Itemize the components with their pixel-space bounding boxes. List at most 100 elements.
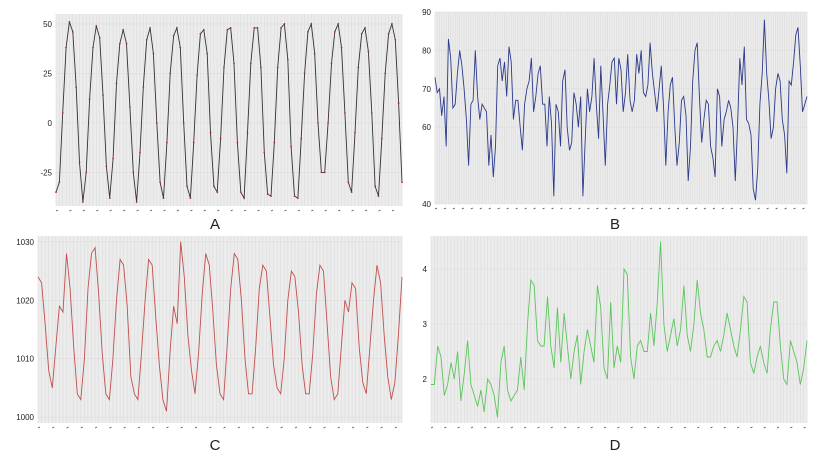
data-point	[189, 197, 192, 199]
data-point	[377, 195, 380, 198]
chart-panel-a: 50 25 0 -25	[28, 10, 408, 220]
data-point	[118, 42, 121, 45]
data-point	[179, 46, 182, 49]
data-point	[142, 86, 145, 89]
x-tick-mark	[537, 426, 540, 429]
x-tick-mark	[69, 209, 72, 212]
x-tick-mark	[217, 209, 220, 212]
data-point	[223, 66, 225, 69]
data-point	[374, 185, 377, 188]
data-point	[283, 22, 286, 25]
data-point	[226, 28, 229, 31]
plot-area	[431, 236, 807, 423]
y-tick-label: 1000	[16, 413, 34, 422]
data-point	[293, 195, 296, 198]
data-point	[98, 36, 101, 39]
panel-label-c: C	[209, 437, 221, 454]
x-tick-mark	[523, 426, 527, 429]
data-point	[155, 121, 158, 124]
x-tick-mark	[152, 426, 155, 429]
x-ticks	[430, 426, 806, 429]
data-point	[219, 137, 222, 140]
y-tick-label: 1020	[16, 296, 34, 305]
x-tick-mark	[94, 426, 98, 429]
data-point	[397, 102, 400, 104]
data-point	[182, 121, 185, 124]
data-point	[85, 171, 88, 174]
y-tick-label: 40	[422, 200, 431, 209]
data-point	[71, 30, 74, 33]
data-point	[370, 112, 373, 114]
data-point	[233, 62, 235, 65]
x-tick-mark	[563, 426, 567, 429]
x-tick-mark	[730, 207, 733, 210]
y-tick-label: 90	[422, 8, 431, 17]
y-tick-label: 70	[422, 85, 431, 94]
x-tick-mark	[294, 426, 298, 429]
x-tick-mark	[590, 426, 593, 429]
x-tick-mark	[533, 207, 536, 210]
data-point	[236, 141, 239, 144]
x-tick-mark	[284, 209, 287, 212]
x-tick-mark	[266, 426, 269, 429]
data-point	[202, 28, 205, 31]
data-point	[199, 32, 202, 35]
data-point	[260, 66, 262, 69]
x-tick-mark	[657, 426, 660, 429]
x-tick-mark	[461, 207, 465, 210]
x-tick-mark	[524, 207, 527, 210]
x-tick-mark	[394, 426, 398, 429]
data-point	[296, 197, 299, 199]
y-tick-label: 2	[423, 375, 428, 384]
grid-lines	[434, 11, 808, 205]
data-point	[149, 26, 151, 29]
x-tick-mark	[280, 426, 283, 429]
x-tick-mark	[470, 207, 474, 210]
data-point	[192, 141, 195, 144]
x-tick-mark	[488, 207, 491, 210]
x-tick-mark	[230, 209, 233, 212]
x-tick-mark	[391, 209, 395, 212]
x-tick-mark	[366, 426, 369, 429]
x-tick-mark	[364, 209, 368, 212]
x-tick-mark	[694, 207, 698, 210]
x-tick-mark	[351, 209, 354, 212]
data-point	[340, 46, 343, 49]
data-point	[380, 137, 383, 140]
y-tick-label: -25	[40, 168, 52, 177]
y-tick-label: 1010	[16, 355, 34, 364]
grid-lines	[430, 236, 808, 423]
x-tick-mark	[176, 209, 180, 212]
x-tick-mark	[203, 209, 206, 212]
data-point	[145, 38, 148, 41]
x-tick-mark	[323, 426, 326, 429]
x-tick-mark	[378, 209, 381, 212]
x-tick-mark	[190, 209, 193, 212]
x-tick-mark	[793, 207, 796, 210]
x-tick-mark	[748, 207, 751, 210]
x-tick-mark	[542, 207, 545, 210]
x-tick-mark	[614, 207, 617, 210]
x-tick-mark	[484, 426, 487, 429]
series-line	[37, 241, 403, 412]
data-point	[108, 197, 111, 199]
data-point	[320, 171, 323, 174]
x-tick-mark	[137, 426, 141, 429]
data-point	[132, 171, 135, 174]
data-point	[81, 201, 84, 203]
data-point	[68, 21, 71, 23]
data-point	[172, 34, 175, 37]
y-tick-label: 50	[43, 20, 52, 29]
x-tick-mark	[676, 207, 680, 210]
data-point	[364, 26, 366, 29]
data-point	[367, 50, 370, 53]
x-tick-mark	[649, 207, 653, 210]
x-tick-mark	[723, 426, 726, 429]
x-tick-mark	[251, 426, 255, 429]
x-tick-mark	[37, 426, 41, 429]
grid-lines	[55, 14, 403, 206]
data-point	[169, 72, 172, 75]
x-tick-mark	[776, 426, 780, 429]
series-line	[431, 241, 808, 418]
x-tick-mark	[630, 426, 633, 429]
